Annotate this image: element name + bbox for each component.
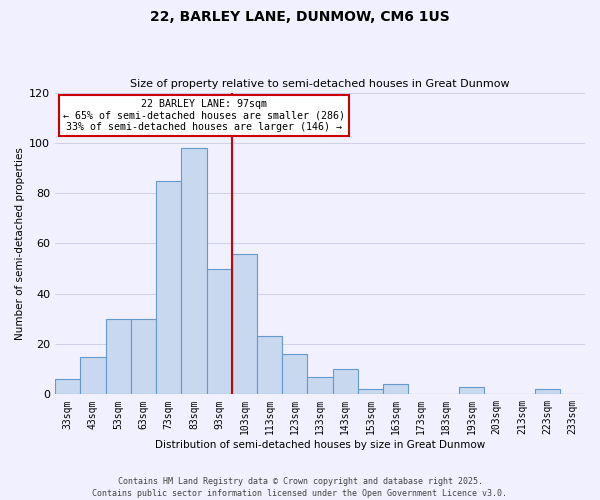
Text: 22 BARLEY LANE: 97sqm
← 65% of semi-detached houses are smaller (286)
33% of sem: 22 BARLEY LANE: 97sqm ← 65% of semi-deta…: [62, 98, 344, 132]
Text: Contains HM Land Registry data © Crown copyright and database right 2025.
Contai: Contains HM Land Registry data © Crown c…: [92, 476, 508, 498]
Bar: [535, 390, 560, 394]
Bar: [206, 268, 232, 394]
Bar: [156, 180, 181, 394]
Bar: [232, 254, 257, 394]
Bar: [358, 390, 383, 394]
Bar: [181, 148, 206, 394]
Bar: [282, 354, 307, 395]
Bar: [55, 379, 80, 394]
Bar: [459, 387, 484, 394]
Bar: [332, 369, 358, 394]
Y-axis label: Number of semi-detached properties: Number of semi-detached properties: [15, 147, 25, 340]
Bar: [80, 356, 106, 395]
Bar: [131, 319, 156, 394]
Bar: [106, 319, 131, 394]
Bar: [307, 376, 332, 394]
Text: 22, BARLEY LANE, DUNMOW, CM6 1US: 22, BARLEY LANE, DUNMOW, CM6 1US: [150, 10, 450, 24]
X-axis label: Distribution of semi-detached houses by size in Great Dunmow: Distribution of semi-detached houses by …: [155, 440, 485, 450]
Bar: [257, 336, 282, 394]
Bar: [383, 384, 409, 394]
Title: Size of property relative to semi-detached houses in Great Dunmow: Size of property relative to semi-detach…: [130, 79, 510, 89]
